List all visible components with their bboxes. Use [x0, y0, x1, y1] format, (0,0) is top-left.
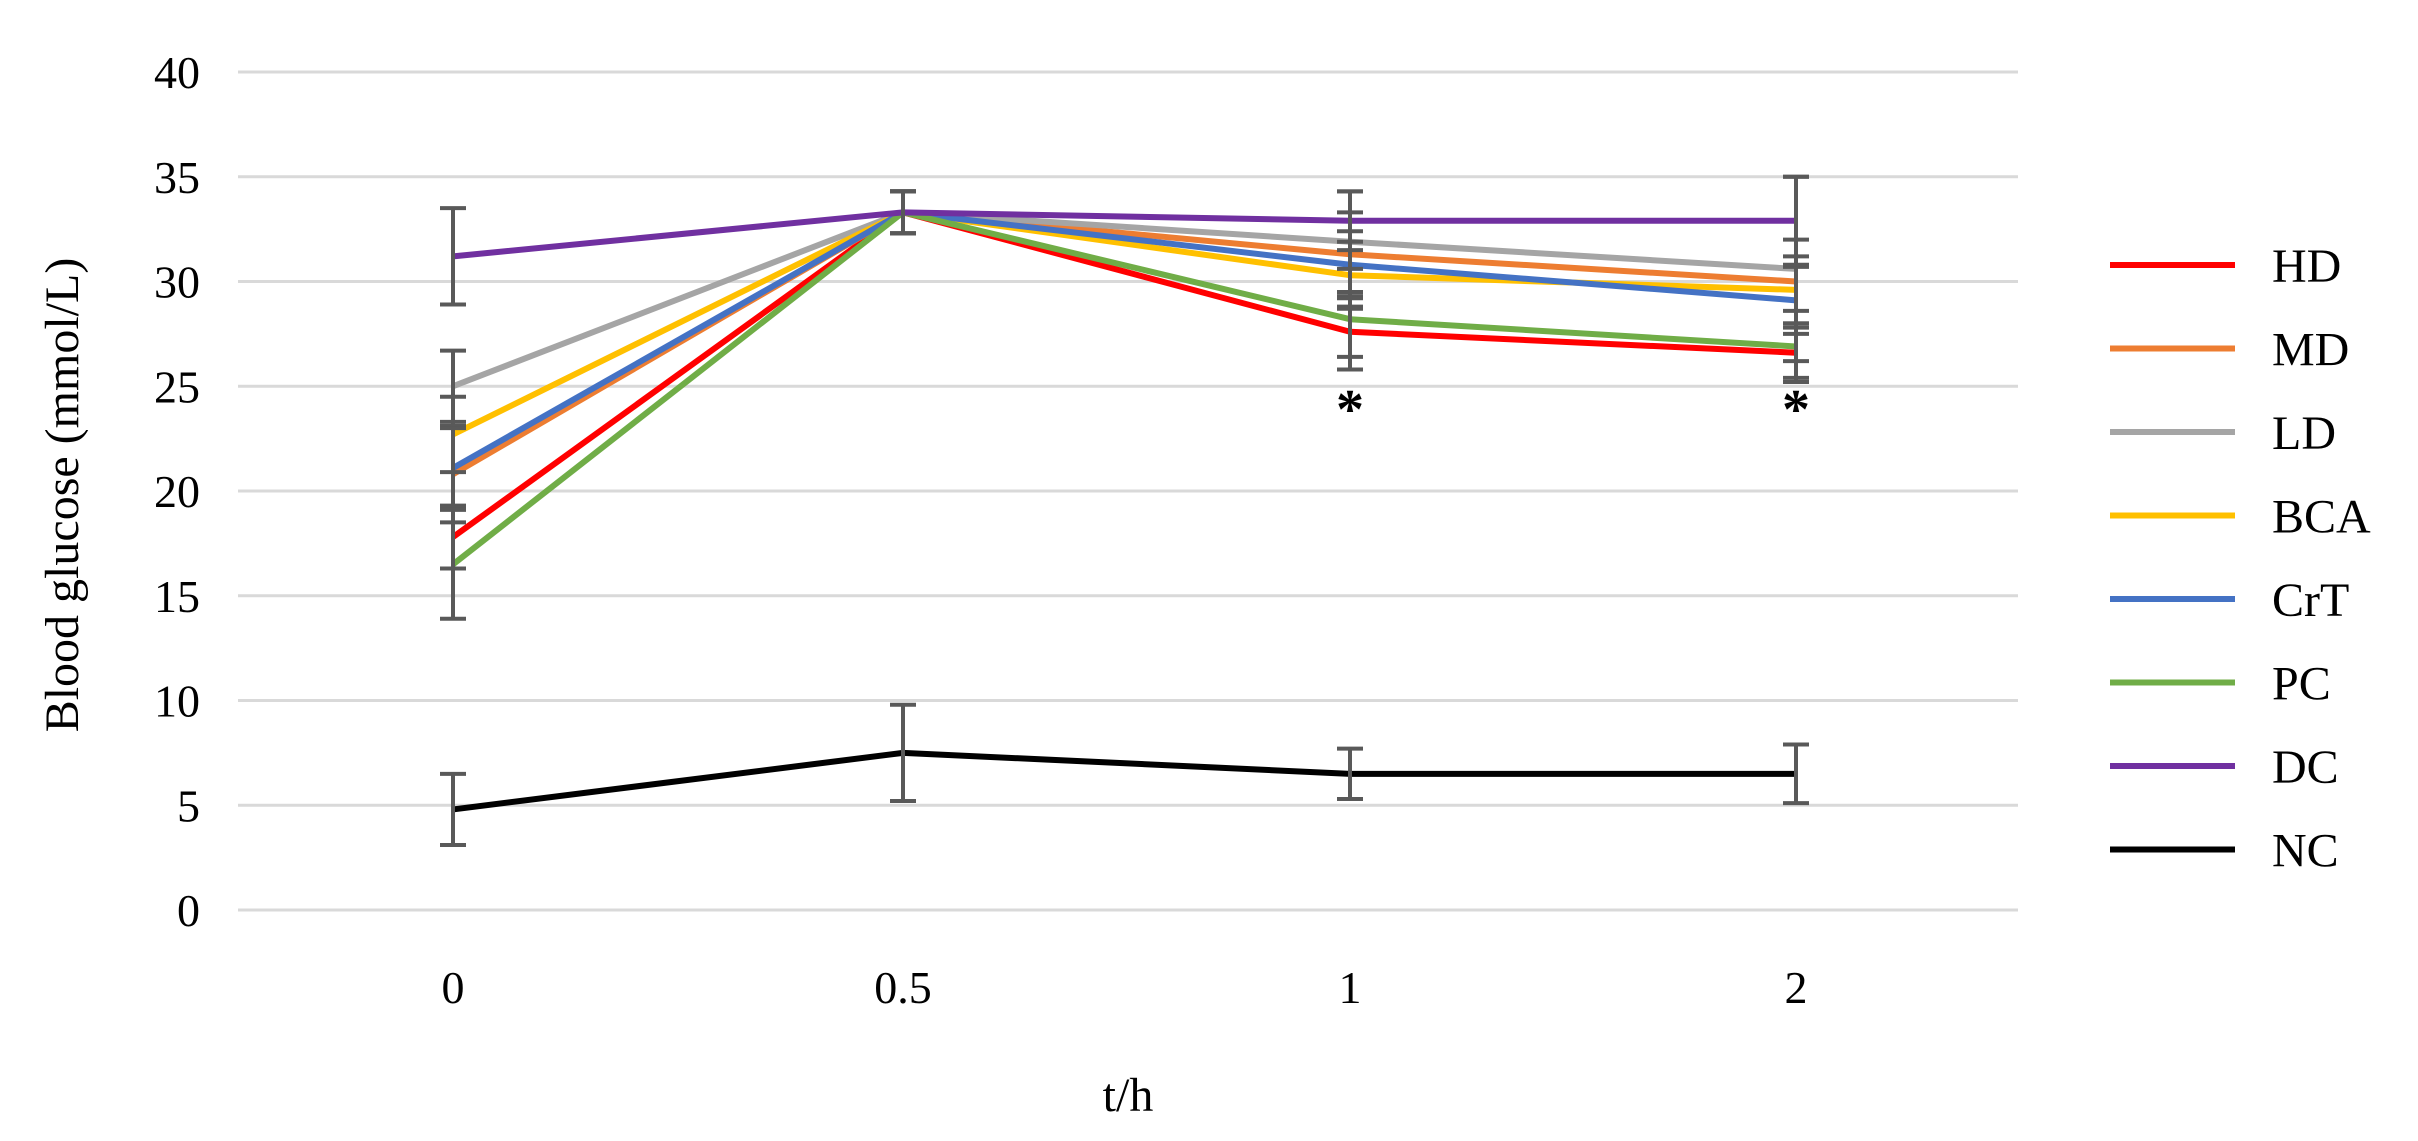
- legend-item-crt: CrT: [2110, 574, 2349, 627]
- error-bar-pc: [1783, 308, 1809, 385]
- series-line-bca: [451, 209, 1797, 438]
- x-axis-label: t/h: [1103, 1069, 1154, 1122]
- legend-label: DC: [2272, 741, 2339, 794]
- legend-item-hd: HD: [2110, 240, 2341, 293]
- significance-marker: *: [1782, 379, 1810, 441]
- y-tick-labels: 0 5 10 15 20 25 30 35 40: [154, 47, 200, 936]
- series-line-crt: [451, 209, 1797, 471]
- legend-item-bca: BCA: [2110, 491, 2371, 544]
- legend-item-ld: LD: [2110, 407, 2336, 460]
- series-line-pc: [451, 209, 1797, 567]
- legend-item-dc: DC: [2110, 741, 2339, 794]
- y-tick-label: 0: [177, 885, 200, 936]
- error-bar-crt: [440, 426, 466, 510]
- legend-label: BCA: [2272, 491, 2371, 544]
- y-tick-label: 40: [154, 47, 200, 98]
- y-tick-label: 30: [154, 257, 200, 308]
- x-tick-label: 0.5: [874, 962, 932, 1013]
- error-bar-nc: [890, 702, 916, 804]
- y-tick-label: 15: [154, 571, 200, 622]
- error-bar-dc: [1783, 174, 1809, 267]
- legend-label: CrT: [2272, 574, 2349, 627]
- error-bar-nc: [440, 771, 466, 848]
- legend-label: LD: [2272, 407, 2336, 460]
- error-bar-dc: [890, 189, 916, 236]
- y-tick-label: 25: [154, 361, 200, 412]
- error-bar-nc: [1337, 746, 1363, 801]
- x-tick-label: 2: [1785, 962, 1808, 1013]
- legend-label: PC: [2272, 658, 2331, 711]
- legend-item-pc: PC: [2110, 658, 2331, 711]
- significance-marker: *: [1336, 379, 1364, 441]
- gridlines: [238, 70, 2018, 912]
- series-line-nc: [452, 749, 1796, 813]
- legend: HD MD LD BCA CrT PC DC NC: [2110, 240, 2371, 878]
- significance-annotations: * *: [1336, 379, 1810, 441]
- y-tick-label: 35: [154, 152, 200, 203]
- series-lines: [451, 209, 1797, 813]
- y-tick-label: 5: [177, 780, 200, 831]
- error-bar-dc: [440, 206, 466, 307]
- x-tick-label: 0: [442, 962, 465, 1013]
- series-line-dc: [452, 209, 1796, 260]
- series-line-hd: [451, 209, 1797, 540]
- series-line-ld: [451, 209, 1797, 390]
- legend-label: MD: [2272, 324, 2349, 377]
- y-tick-label: 20: [154, 466, 200, 517]
- x-tick-labels: 0 0.5 1 2: [442, 962, 1808, 1013]
- error-bar-nc: [1783, 742, 1809, 806]
- error-bar-pc: [1337, 266, 1363, 372]
- error-bar-pc: [440, 507, 466, 621]
- x-tick-label: 1: [1339, 962, 1362, 1013]
- legend-item-nc: NC: [2110, 825, 2339, 878]
- legend-label: HD: [2272, 240, 2341, 293]
- legend-label: NC: [2272, 825, 2339, 878]
- y-tick-label: 10: [154, 676, 200, 727]
- error-bars: [440, 174, 1809, 848]
- legend-item-md: MD: [2110, 324, 2349, 377]
- y-axis-label: Blood glucose (mmol/L): [36, 258, 89, 733]
- error-bar-dc: [1337, 189, 1363, 253]
